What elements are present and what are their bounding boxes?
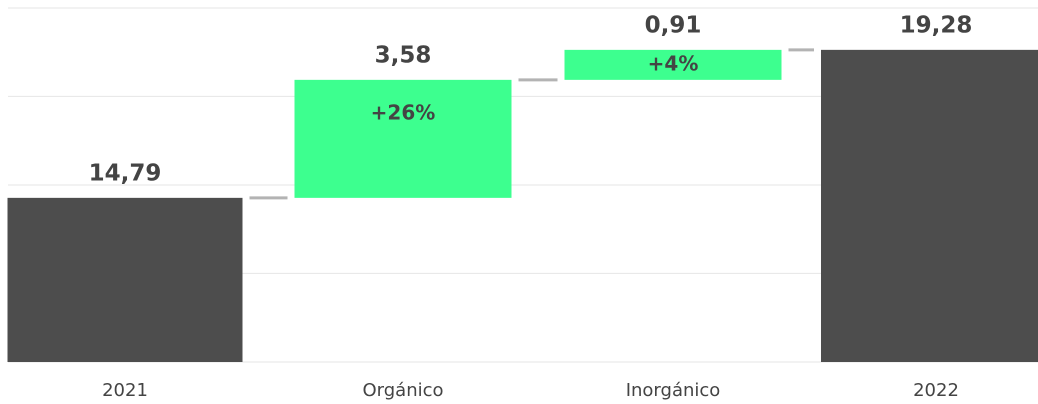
change-label: +26% (371, 100, 436, 124)
value-label: 0,91 (645, 12, 702, 38)
x-tick-label: 2022 (913, 380, 959, 401)
change-label: +4% (648, 51, 699, 75)
value-label: 19,28 (900, 12, 973, 38)
x-tick-label: Inorgánico (626, 380, 721, 401)
x-tick-label: Orgánico (362, 380, 443, 401)
bar (294, 79, 512, 198)
value-label: 3,58 (375, 42, 432, 68)
bar (821, 49, 1038, 362)
bar (7, 197, 243, 362)
bar (564, 49, 782, 80)
x-tick-label: 2021 (102, 380, 148, 401)
value-label: 14,79 (89, 160, 162, 186)
